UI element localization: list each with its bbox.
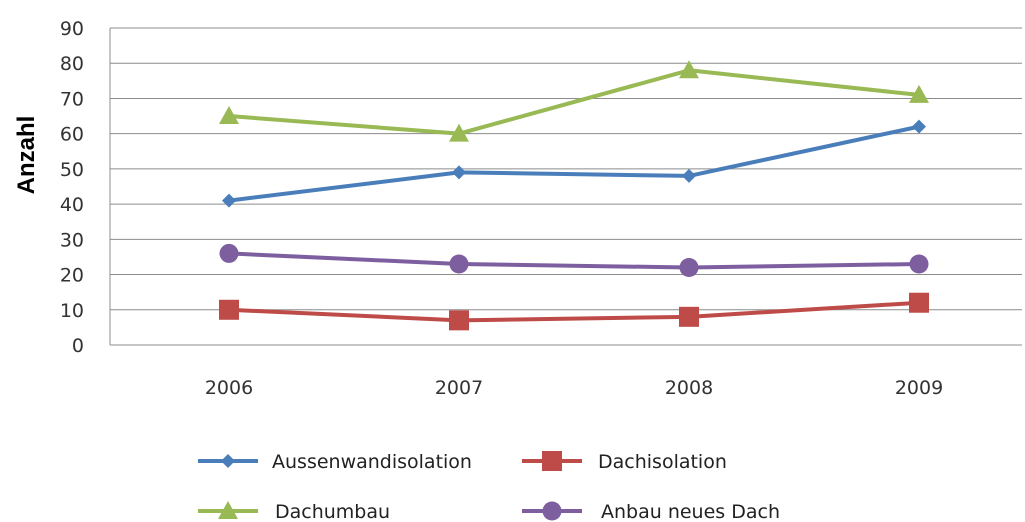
x-tick-label: 2007 <box>435 377 483 399</box>
series-line <box>228 300 920 323</box>
y-tick-label: 30 <box>60 229 84 251</box>
square-marker <box>909 292 929 313</box>
gridlines <box>109 27 1022 346</box>
series-dachumbau <box>219 60 929 142</box>
series-lines <box>219 60 929 331</box>
legend-item: Anbau neues Dach <box>522 501 780 522</box>
legend-label: Anbau neues Dach <box>601 501 780 522</box>
diamond-marker <box>452 165 466 180</box>
y-tick-label: 20 <box>60 265 84 287</box>
circle-marker <box>679 258 699 278</box>
legend-label: Dachisolation <box>598 451 727 473</box>
triangle-marker <box>679 60 699 79</box>
x-tick-label: 2008 <box>665 377 713 399</box>
triangle-marker <box>909 84 929 103</box>
y-tick-label: 50 <box>60 159 84 181</box>
series-dachisolation <box>219 292 929 331</box>
diamond-marker <box>912 119 926 134</box>
square-marker <box>449 310 469 331</box>
series-line <box>228 124 920 203</box>
x-tick-label: 2009 <box>895 377 943 399</box>
legend-item: Dachisolation <box>522 451 727 473</box>
series-line <box>228 68 920 136</box>
legend: Aussenwandisolation Dachisolation Dachumba… <box>198 451 780 522</box>
triangle-marker <box>218 501 238 519</box>
y-tick-label: 60 <box>60 124 84 146</box>
y-tick-label: 80 <box>60 53 84 75</box>
square-marker <box>679 306 699 327</box>
square-marker <box>219 299 239 320</box>
series-line <box>228 251 920 270</box>
y-tick-labels: 0 10 20 30 40 50 60 70 80 90 <box>60 18 84 357</box>
triangle-marker <box>449 123 469 142</box>
legend-label: Aussenwandisolation <box>272 451 472 473</box>
legend-item: Dachumbau <box>198 501 390 522</box>
y-tick-label: 10 <box>60 300 84 322</box>
diamond-marker <box>682 168 696 183</box>
x-tick-labels: 2006 2007 2008 2009 <box>205 377 943 399</box>
y-tick-label: 90 <box>60 18 84 40</box>
y-tick-label: 70 <box>60 88 84 110</box>
diamond-marker <box>222 193 236 208</box>
circle-marker <box>219 243 239 263</box>
square-marker <box>542 451 562 471</box>
diamond-marker <box>221 454 235 468</box>
circle-marker <box>909 254 929 274</box>
circle-marker <box>449 254 469 274</box>
legend-label: Dachumbau <box>275 501 390 522</box>
y-tick-label: 40 <box>60 194 84 216</box>
x-tick-label: 2006 <box>205 377 253 399</box>
y-tick-label: 0 <box>72 335 84 357</box>
series-anbau-neues-dach <box>219 243 929 278</box>
circle-marker <box>542 501 562 521</box>
legend-item: Aussenwandisolation <box>198 451 472 473</box>
series-aussenwandisolation <box>222 119 926 208</box>
triangle-marker <box>219 106 239 125</box>
y-axis-label: Anzahl <box>13 116 40 195</box>
